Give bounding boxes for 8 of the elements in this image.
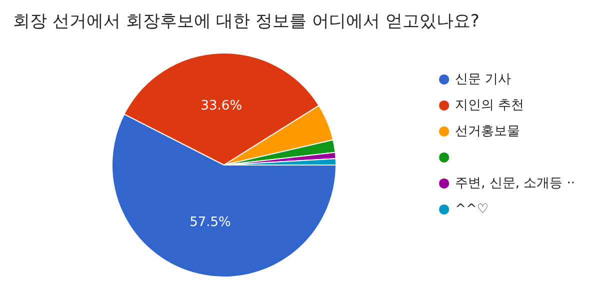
- legend-label: 주변, 신문, 소개등 ··: [455, 176, 576, 191]
- data-label: 57.5%: [190, 214, 231, 230]
- data-label: 33.6%: [200, 98, 242, 114]
- legend-label: ^^♡: [455, 202, 489, 217]
- chart-title: 회장 선거에서 회장후보에 대한 정보를 어디에서 얻고있나요?: [13, 12, 480, 32]
- legend-label: 선거홍보물: [455, 124, 520, 139]
- legend-label: 지인의 추천: [455, 98, 524, 113]
- legend-label: 신문 기사: [455, 72, 512, 87]
